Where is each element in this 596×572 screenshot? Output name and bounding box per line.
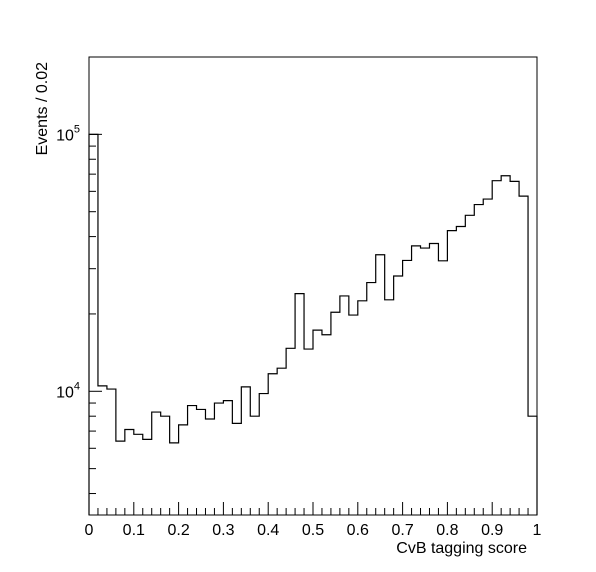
x-tick-label: 0.7	[391, 522, 413, 539]
y-tick-label: 105	[56, 123, 80, 144]
y-axis-ticks: 104 105	[56, 56, 102, 495]
histogram-line	[88, 133, 538, 515]
plot-frame	[88, 56, 538, 516]
x-tick-label: 0.4	[257, 522, 279, 539]
x-tick-label: 1	[533, 522, 542, 539]
x-tick-label: 0	[85, 522, 94, 539]
x-tick-label: 0.6	[347, 522, 369, 539]
y-tick-label: 104	[56, 380, 80, 401]
y-axis-title: Events / 0.02	[34, 62, 51, 155]
x-axis-title: CvB tagging score	[396, 540, 527, 557]
x-tick-label: 0.3	[212, 522, 234, 539]
x-axis-ticks: 0 0.1 0.2 0.3 0.4 0.5 0.6 0.7 0.8 0.9 1	[85, 502, 542, 539]
x-tick-label: 0.2	[167, 522, 189, 539]
x-tick-label: 0.1	[123, 522, 145, 539]
x-tick-label: 0.8	[436, 522, 458, 539]
x-tick-label: 0.5	[302, 522, 324, 539]
histogram-series	[88, 133, 538, 515]
x-tick-label: 0.9	[481, 522, 503, 539]
